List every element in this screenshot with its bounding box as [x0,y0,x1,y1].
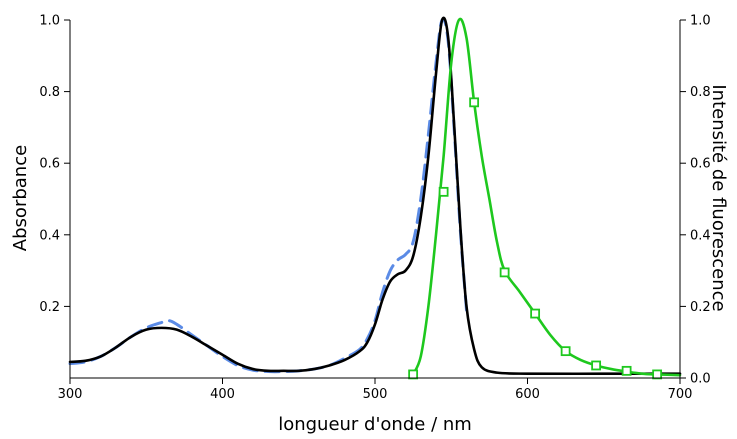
y-right-tick-label: 0.0 [690,372,711,387]
y-axis-left-title: Absorbance [10,145,31,251]
x-tick-label: 600 [515,387,540,402]
y-right-tick-label: 0.6 [690,157,711,172]
y-right-tick-label: 0.8 [690,85,711,100]
fluorescence-line-green [411,17,682,377]
fluorescence-marker [499,267,510,278]
fluorescence-marker [469,97,480,108]
y-left-tick-label: 1.0 [39,14,60,29]
x-tick-label: 500 [363,387,388,402]
x-tick-label: 400 [210,387,235,402]
fluorescence-marker [530,308,541,319]
y-left-tick-label: 0.8 [39,85,60,100]
axes-layer: 300 400 500 600 700 0.2 0.4 0.6 0.8 1.0 0.0 0.2 0.4 0… [39,14,710,403]
fluorescence-marker [652,369,663,380]
absorbance-line-black [68,16,682,376]
fluorescence-marker [560,346,571,357]
y-axis-right-title: Intensité de fluorescence [708,84,729,311]
y-right-tick-label: 0.4 [690,228,711,243]
fluorescence-marker [408,369,419,380]
y-left-tick-label: 0.6 [39,157,60,172]
y-right-tick-label: 0.2 [690,300,711,315]
y-left-tick-label: 0.4 [39,228,60,243]
fluorescence-marker [621,365,632,376]
x-tick-label: 700 [668,387,693,402]
x-tick-label: 300 [58,387,83,402]
fluorescence-marker [591,360,602,371]
series-layer [68,16,682,380]
x-axis-title: longueur d'onde / nm [278,414,472,435]
y-right-tick-label: 1.0 [690,14,711,29]
absorbance-line-blue-dashed [68,17,468,374]
y-left-tick-label: 0.2 [39,300,60,315]
fluorescence-marker [438,186,449,197]
